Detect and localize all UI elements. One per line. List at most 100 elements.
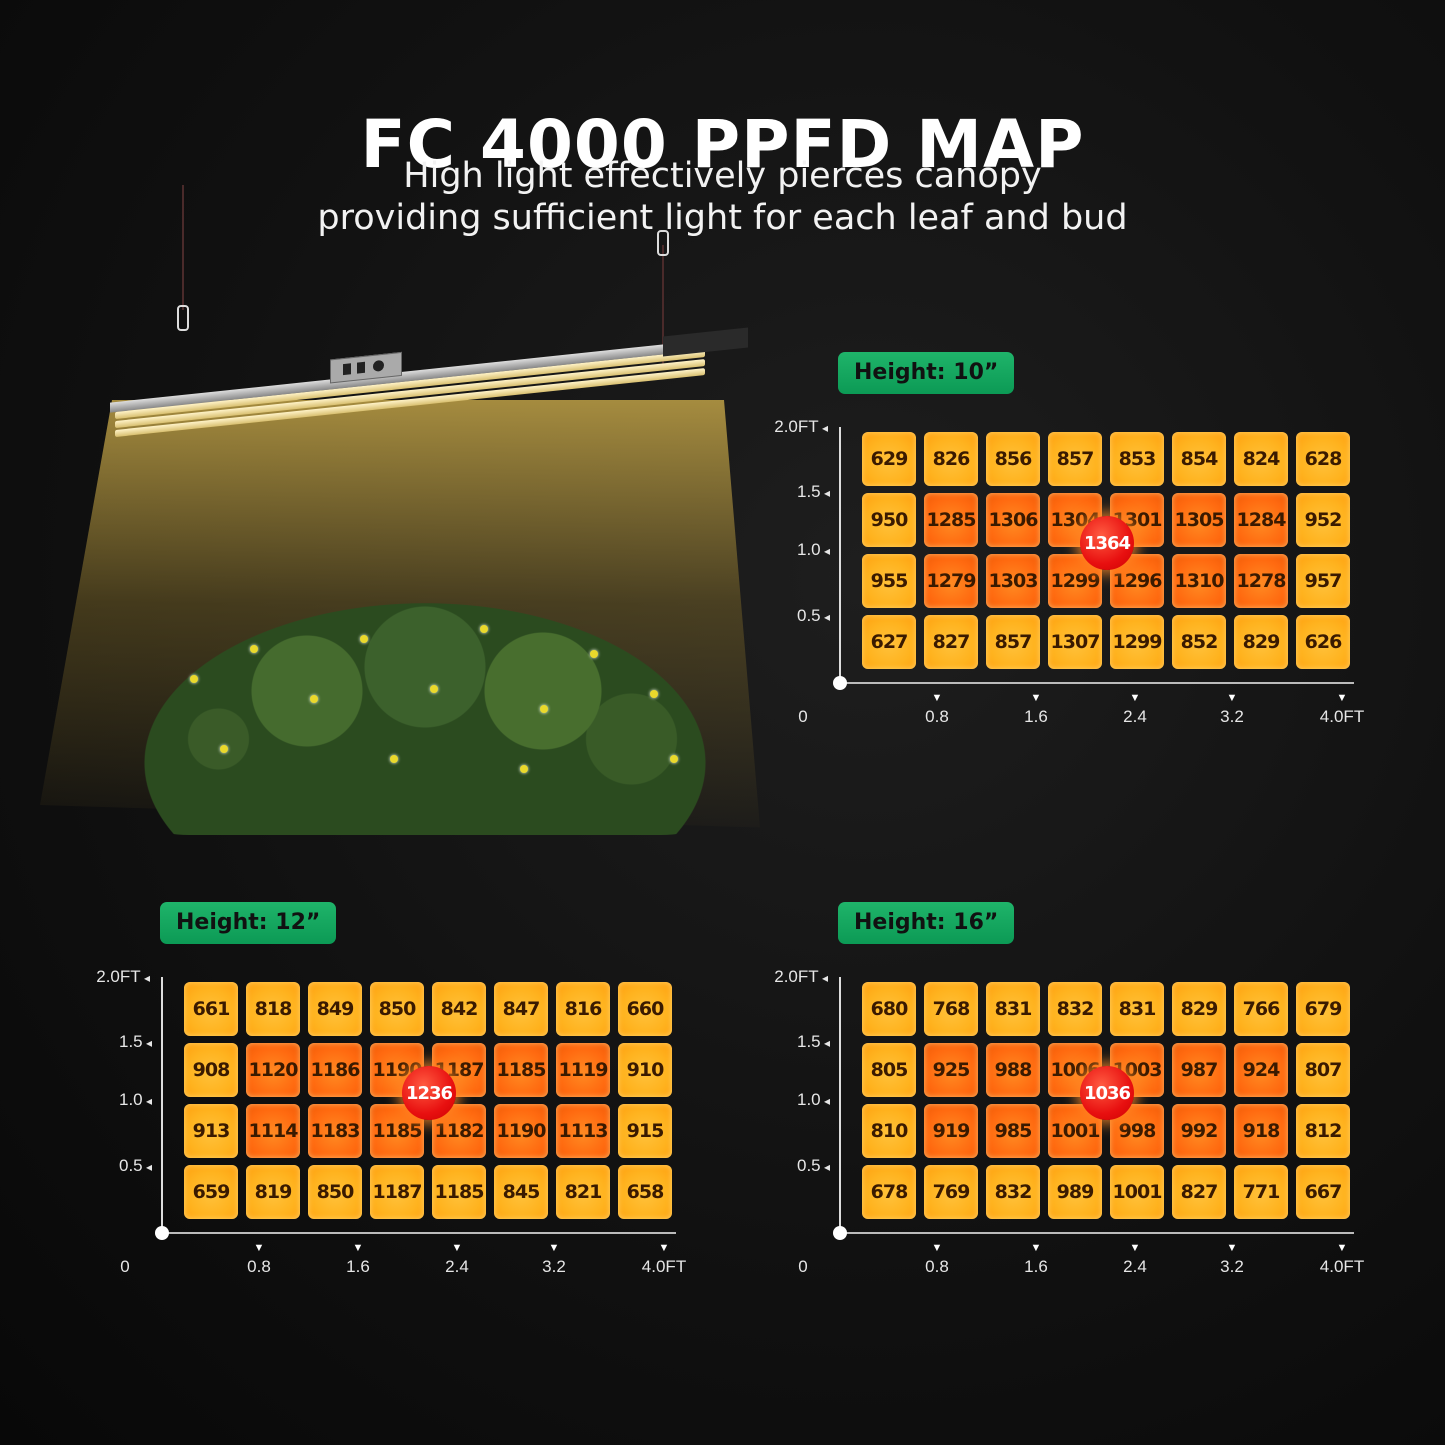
ppfd-cell: 829: [1172, 982, 1226, 1036]
ppfd-cell: 1185: [370, 1104, 424, 1158]
ppfd-cell: 1190: [494, 1104, 548, 1158]
x-tick-marker-icon: ▼: [931, 1242, 943, 1254]
y-tick-label: 1.0: [760, 1090, 830, 1110]
ppfd-cell: 845: [494, 1165, 548, 1219]
x-tick-marker-icon: ▼: [658, 1242, 670, 1254]
ppfd-cell: 918: [1234, 1104, 1288, 1158]
axis-origin-dot: [155, 1226, 169, 1240]
ppfd-cell: 659: [184, 1165, 238, 1219]
x-tick-label: 0.8: [247, 1257, 271, 1276]
ppfd-cell: 1113: [556, 1104, 610, 1158]
x-tick-marker-icon: ▼: [1336, 1242, 1348, 1254]
x-tick-label: 0.8: [925, 707, 949, 726]
ppfd-cell: 831: [1110, 982, 1164, 1036]
ppfd-cell: 847: [494, 982, 548, 1036]
ppfd-cell: 849: [308, 982, 362, 1036]
page-title: FC 4000 PPFD MAP: [360, 106, 1085, 184]
ppfd-map-height-10: Height: 10” 2.0FT 1.5 1.0 0.5 0 ▼ 0.8 ▼ 1.6 ▼ 2.4 ▼ 3…: [760, 352, 1380, 742]
x-tick-label: 4.0FT: [1319, 1257, 1365, 1276]
ppfd-grid: 661 818 849 850 842 847 816 660 908 1120 1186 1190 1…: [184, 982, 674, 1220]
x-tick-label: 2.4: [1123, 1257, 1147, 1276]
y-tick-label: 2.0FT: [80, 967, 150, 987]
y-tick-label: 2.0FT: [758, 967, 828, 987]
x-tick-label: 4.0FT: [1319, 707, 1365, 726]
ppfd-cell: 988: [986, 1043, 1040, 1097]
ppfd-grid: 629 826 856 857 853 854 824 628 950 1285 1306 1304 1…: [862, 432, 1352, 670]
ppfd-cell: 1303: [986, 554, 1040, 608]
ppfd-cell: 831: [986, 982, 1040, 1036]
axis-origin-dot: [833, 1226, 847, 1240]
ppfd-cell: 852: [1172, 615, 1226, 669]
ratchet-hanger-left: [177, 305, 189, 331]
y-tick-label: 1.5: [82, 1032, 152, 1052]
ppfd-cell: 1187: [370, 1165, 424, 1219]
ppfd-cell: 819: [246, 1165, 300, 1219]
ppfd-cell: 915: [618, 1104, 672, 1158]
y-axis: [161, 977, 163, 1232]
ppfd-cell: 1284: [1234, 493, 1288, 547]
ppfd-cell: 810: [862, 1104, 916, 1158]
x-tick-label: 2.4: [1123, 707, 1147, 726]
ppfd-cell: 766: [1234, 982, 1288, 1036]
y-tick-label: 0.5: [760, 606, 830, 626]
x-tick-marker-icon: ▼: [352, 1242, 364, 1254]
x-tick-label: 0: [798, 707, 808, 726]
x-tick-marker-icon: ▼: [548, 1242, 560, 1254]
subtitle-line-2: providing sufficient light for each leaf…: [317, 198, 1128, 238]
ppfd-cell: 829: [1234, 615, 1288, 669]
y-tick-label: 1.0: [760, 540, 830, 560]
x-tick-label: 0.8: [925, 1257, 949, 1276]
ppfd-cell: 658: [618, 1165, 672, 1219]
ppfd-cell: 925: [924, 1043, 978, 1097]
ppfd-cell: 832: [1048, 982, 1102, 1036]
height-badge: Height: 16”: [838, 902, 1015, 944]
ppfd-cell: 842: [432, 982, 486, 1036]
y-tick-label: 1.5: [760, 482, 830, 502]
dimmer-knob-icon: [373, 359, 384, 372]
ppfd-cell: 769: [924, 1165, 978, 1219]
x-tick-marker-icon: ▼: [1030, 1242, 1042, 1254]
x-tick-label: 1.6: [1024, 707, 1048, 726]
ppfd-cell: 1001: [1048, 1104, 1102, 1158]
ppfd-cell: 1285: [924, 493, 978, 547]
ppfd-map-height-16: Height: 16” 2.0FT 1.5 1.0 0.5 0 ▼ 0.8 ▼ 1.6 ▼ 2.4 ▼ 3…: [760, 902, 1380, 1292]
y-tick-label: 2.0FT: [758, 417, 828, 437]
ppfd-cell: 679: [1296, 982, 1350, 1036]
ppfd-cell: 908: [184, 1043, 238, 1097]
y-tick-label: 1.0: [82, 1090, 152, 1110]
ppfd-cell: 989: [1048, 1165, 1102, 1219]
ppfd-cell: 827: [924, 615, 978, 669]
ppfd-cell: 957: [1296, 554, 1350, 608]
ppfd-cell: 1114: [246, 1104, 300, 1158]
ppfd-cell: 826: [924, 432, 978, 486]
ppfd-cell: 626: [1296, 615, 1350, 669]
plant-canopy: [130, 595, 720, 835]
ppfd-cell: 771: [1234, 1165, 1288, 1219]
ppfd-cell: 1185: [432, 1165, 486, 1219]
ppfd-cell: 627: [862, 615, 916, 669]
subtitle-line-1: High light effectively pierces canopy: [403, 156, 1042, 196]
x-tick-label: 3.2: [1220, 707, 1244, 726]
ppfd-cell: 985: [986, 1104, 1040, 1158]
ppfd-cell: 924: [1234, 1043, 1288, 1097]
x-tick-marker-icon: ▼: [1030, 692, 1042, 704]
x-tick-label: 3.2: [542, 1257, 566, 1276]
grow-light-illustration: [40, 185, 760, 845]
ppfd-cell: 824: [1234, 432, 1288, 486]
ppfd-cell: 1306: [986, 493, 1040, 547]
x-tick-marker-icon: ▼: [451, 1242, 463, 1254]
ppfd-cell: 660: [618, 982, 672, 1036]
ppfd-cell: 821: [556, 1165, 610, 1219]
ppfd-cell: 952: [1296, 493, 1350, 547]
ppfd-cell: 955: [862, 554, 916, 608]
ppfd-cell: 818: [246, 982, 300, 1036]
ppfd-cell: 661: [184, 982, 238, 1036]
ppfd-cell: 832: [986, 1165, 1040, 1219]
x-tick-marker-icon: ▼: [1129, 1242, 1141, 1254]
ppfd-cell: 628: [1296, 432, 1350, 486]
ppfd-grid: 680 768 831 832 831 829 766 679 805 925 988 1006 100…: [862, 982, 1352, 1220]
ppfd-cell: 992: [1172, 1104, 1226, 1158]
y-tick-label: 0.5: [760, 1156, 830, 1176]
ppfd-cell: 816: [556, 982, 610, 1036]
ppfd-cell: 1120: [246, 1043, 300, 1097]
